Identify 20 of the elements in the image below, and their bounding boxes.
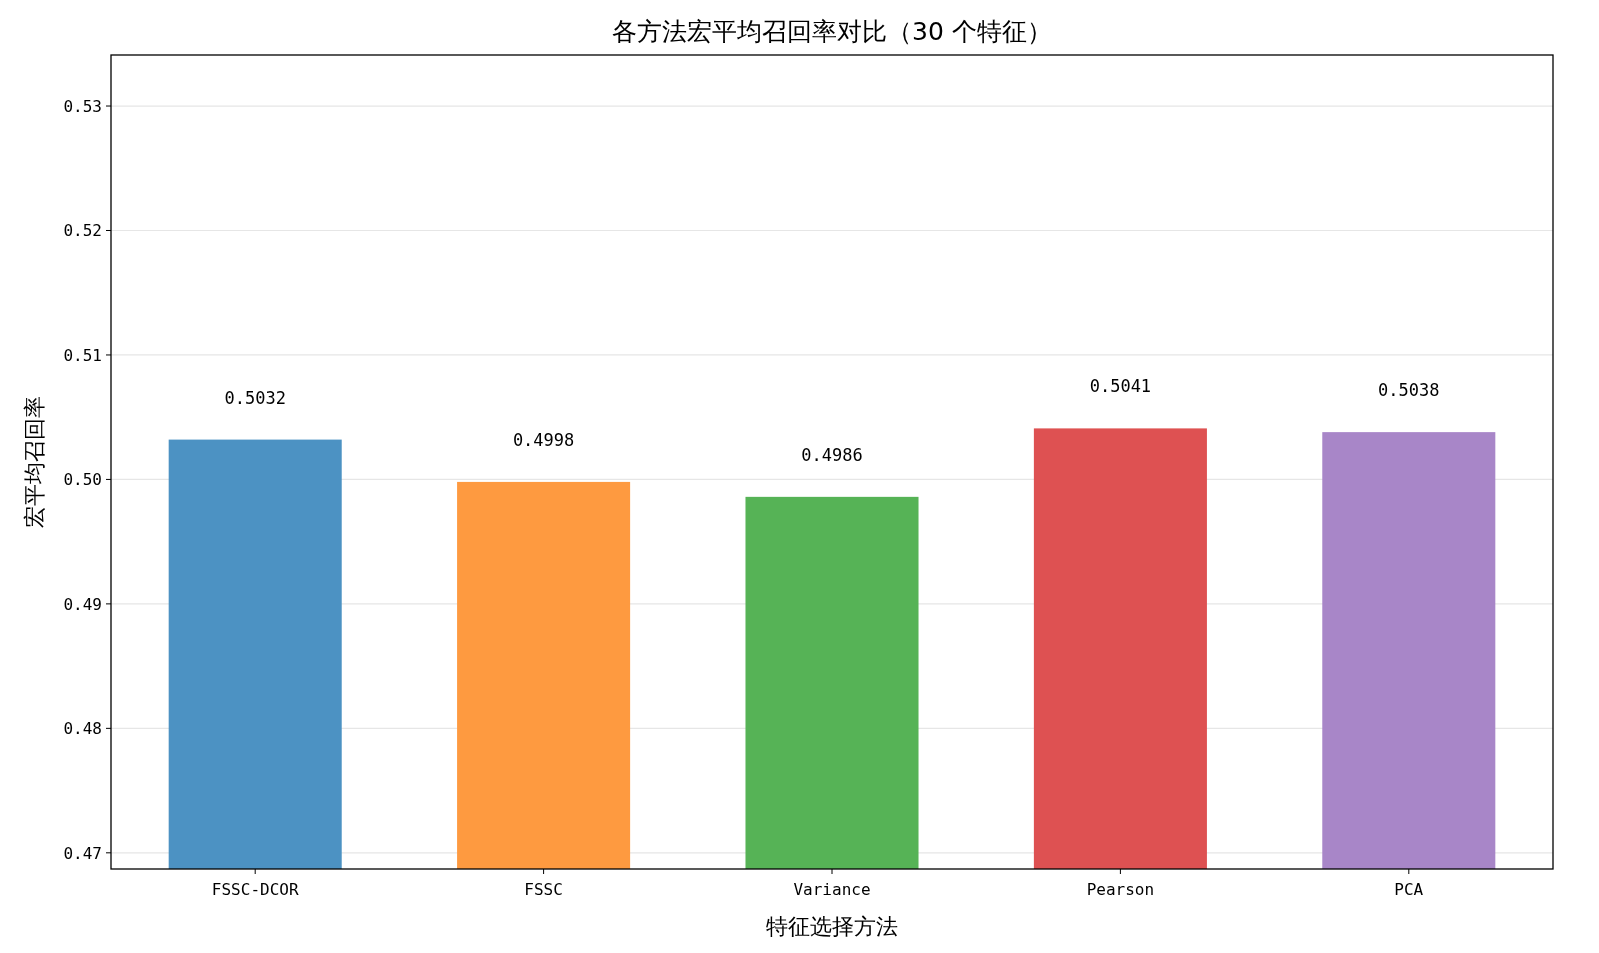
y-tick-label: 0.50 [63,470,102,490]
data-label: 0.5032 [224,387,286,408]
y-tick-label: 0.48 [63,719,102,739]
x-tick-label: Variance [793,880,871,899]
data-label: 0.5038 [1378,380,1440,401]
y-axis-title: 宏平均召回率 [22,396,47,528]
y-tick-label: 0.52 [63,221,102,241]
x-tick-label: FSSC [524,880,563,899]
x-tick-label: Pearson [1086,880,1155,899]
chart-title: 各方法宏平均召回率对比（30 个特征） [612,17,1052,46]
data-label: 0.4986 [801,444,863,465]
y-tick-label: 0.53 [63,97,102,117]
data-label: 0.4998 [512,429,575,450]
x-tick-label: PCA [1394,880,1424,899]
x-tick-label: FSSC-DCOR [211,880,299,899]
y-tick-label: 0.51 [63,345,102,365]
data-label: 0.5041 [1089,376,1152,397]
x-axis-title: 特征选择方法 [766,914,898,939]
y-tick-label: 0.49 [63,594,102,614]
y-tick-label: 0.47 [63,843,102,863]
